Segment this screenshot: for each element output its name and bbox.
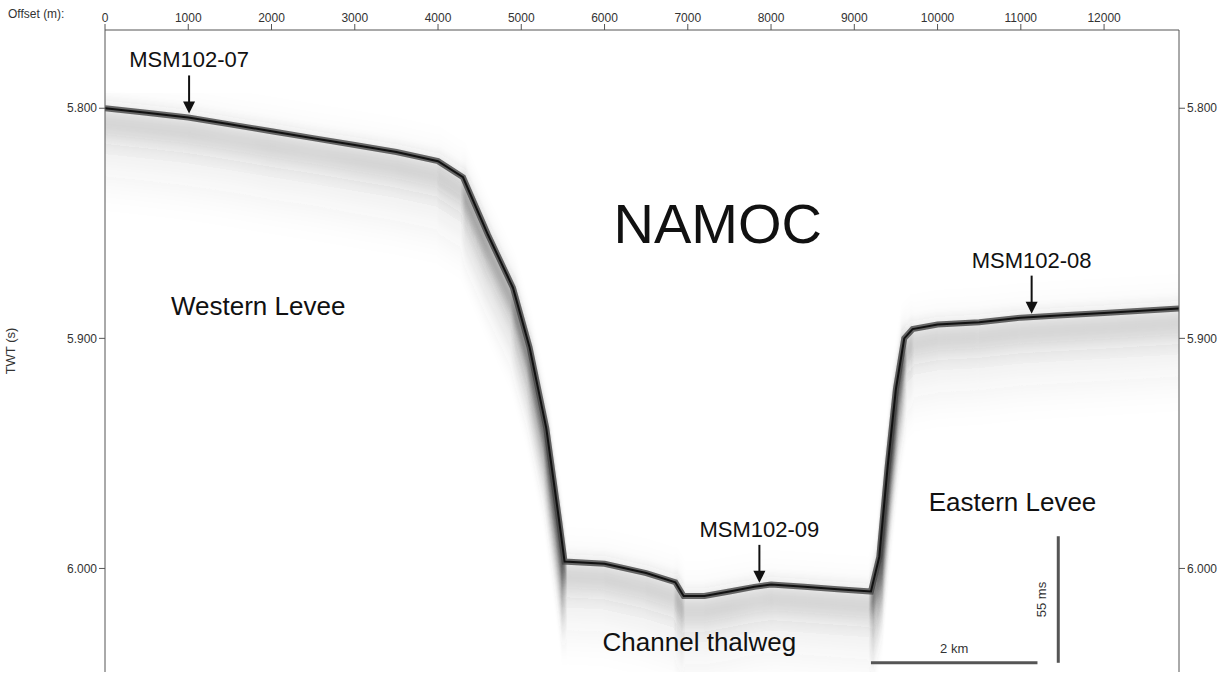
svg-text:5000: 5000 (508, 11, 535, 25)
svg-text:Western Levee: Western Levee (171, 291, 345, 321)
svg-text:5.800: 5.800 (1187, 101, 1217, 115)
svg-text:6.000: 6.000 (67, 562, 97, 576)
svg-text:55 ms: 55 ms (1034, 581, 1049, 617)
svg-text:4000: 4000 (425, 11, 452, 25)
svg-text:5.900: 5.900 (1187, 332, 1217, 346)
svg-text:1000: 1000 (175, 11, 202, 25)
svg-text:Channel thalweg: Channel thalweg (603, 627, 797, 657)
svg-text:2000: 2000 (258, 11, 285, 25)
svg-text:9000: 9000 (841, 11, 868, 25)
svg-text:MSM102-08: MSM102-08 (972, 248, 1092, 273)
svg-text:NAMOC: NAMOC (614, 192, 822, 255)
svg-text:TWT (s): TWT (s) (3, 328, 18, 375)
svg-text:6.000: 6.000 (1187, 562, 1217, 576)
svg-text:6000: 6000 (591, 11, 618, 25)
svg-text:5.800: 5.800 (67, 101, 97, 115)
svg-text:11000: 11000 (1005, 11, 1038, 25)
svg-text:0: 0 (102, 11, 109, 25)
svg-text:5.900: 5.900 (67, 332, 97, 346)
svg-text:12000: 12000 (1087, 11, 1121, 25)
svg-text:2 km: 2 km (940, 641, 968, 656)
svg-text:MSM102-09: MSM102-09 (699, 517, 819, 542)
svg-text:8000: 8000 (758, 11, 785, 25)
svg-text:7000: 7000 (674, 11, 701, 25)
svg-text:10000: 10000 (921, 11, 955, 25)
svg-text:3000: 3000 (341, 11, 368, 25)
html-text:Offset (m):: Offset (m): (8, 7, 65, 21)
svg-text:MSM102-07: MSM102-07 (129, 47, 249, 72)
svg-text:Eastern Levee: Eastern Levee (929, 487, 1097, 517)
